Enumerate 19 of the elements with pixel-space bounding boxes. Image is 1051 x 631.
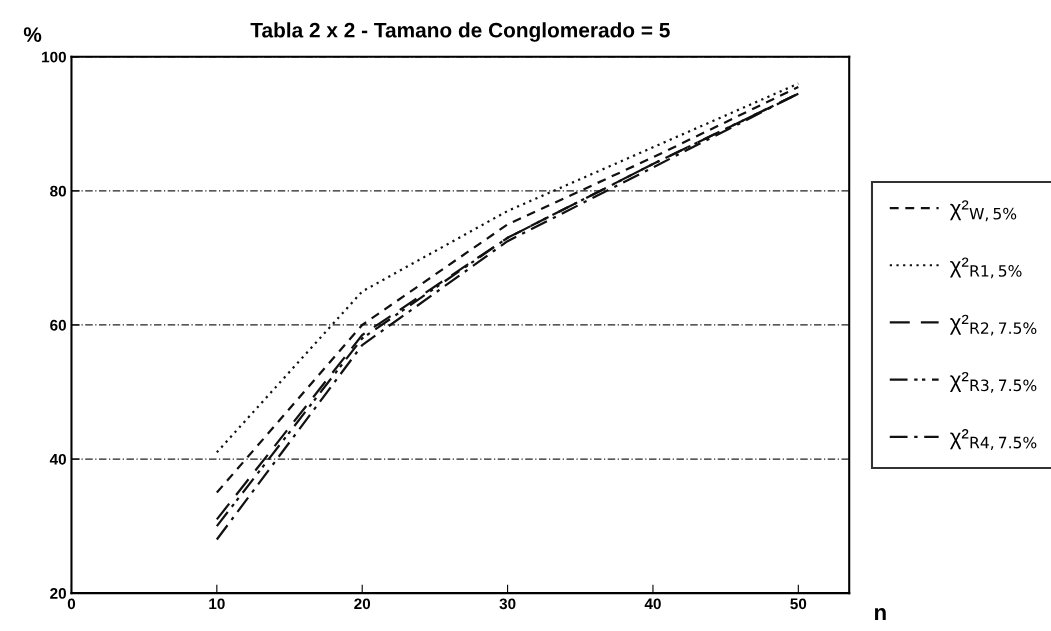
legend-label: χ²$_{R4,7.5%}$	[949, 429, 1037, 450]
y-tick-label: 20	[50, 588, 66, 599]
chart-title: Tabla 2 x 2 - Tamano de Conglomerado = 5	[250, 22, 670, 42]
legend-label: χ²$_{W,5%}$	[949, 200, 1017, 222]
legend-label: χ²$_{R3,7.5%}$	[949, 371, 1037, 393]
x-tick-label: 30	[499, 598, 516, 610]
x-tick-label: 50	[790, 598, 807, 610]
x-tick-label: 10	[209, 598, 225, 610]
legend-label: χ²$_{R1,5%}$	[949, 257, 1022, 279]
x-axis-title: n	[875, 608, 886, 620]
x-tick-label: 20	[354, 598, 371, 610]
y-tick-label: 60	[50, 319, 66, 331]
y-tick-label: 40	[49, 453, 66, 465]
x-tick-label: 0	[67, 598, 76, 610]
y-axis-title: %	[23, 27, 42, 42]
x-tick-label: 40	[644, 598, 661, 610]
y-tick-label: 80	[50, 185, 66, 197]
legend-label: χ²$_{R2,7.5%}$	[949, 314, 1037, 336]
y-tick-label: 100	[42, 51, 66, 63]
